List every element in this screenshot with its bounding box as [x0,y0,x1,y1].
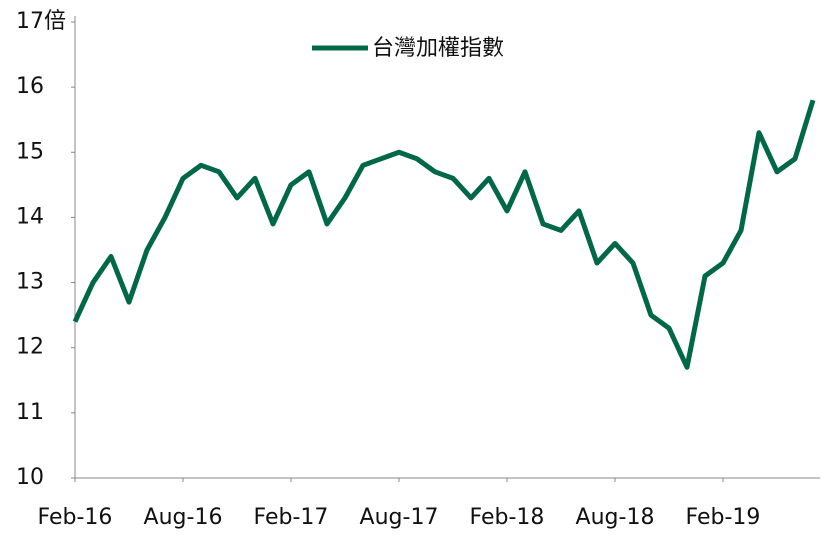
x-tick-label: Aug-17 [360,505,439,530]
y-tick-label: 14 [16,204,44,229]
x-tick-label: Feb-18 [470,505,545,530]
y-tick-label: 16 [16,74,44,99]
line-series [72,99,816,370]
x-tick-label: Aug-16 [144,505,223,530]
y-tick-label: 11 [16,400,44,425]
x-tick-label: Aug-18 [576,505,655,530]
y-tick-label: 10 [16,465,44,490]
x-tick-label: Feb-16 [38,505,113,530]
x-tick-label: Feb-17 [254,505,329,530]
y-tick-label: 13 [16,270,44,295]
y-tick-label: 12 [16,335,44,360]
legend-label: 台灣加權指數 [372,36,504,61]
y-tick-label: 17倍 [16,9,66,34]
y-tick-label: 15 [16,139,44,164]
x-tick-label: Feb-19 [686,505,761,530]
